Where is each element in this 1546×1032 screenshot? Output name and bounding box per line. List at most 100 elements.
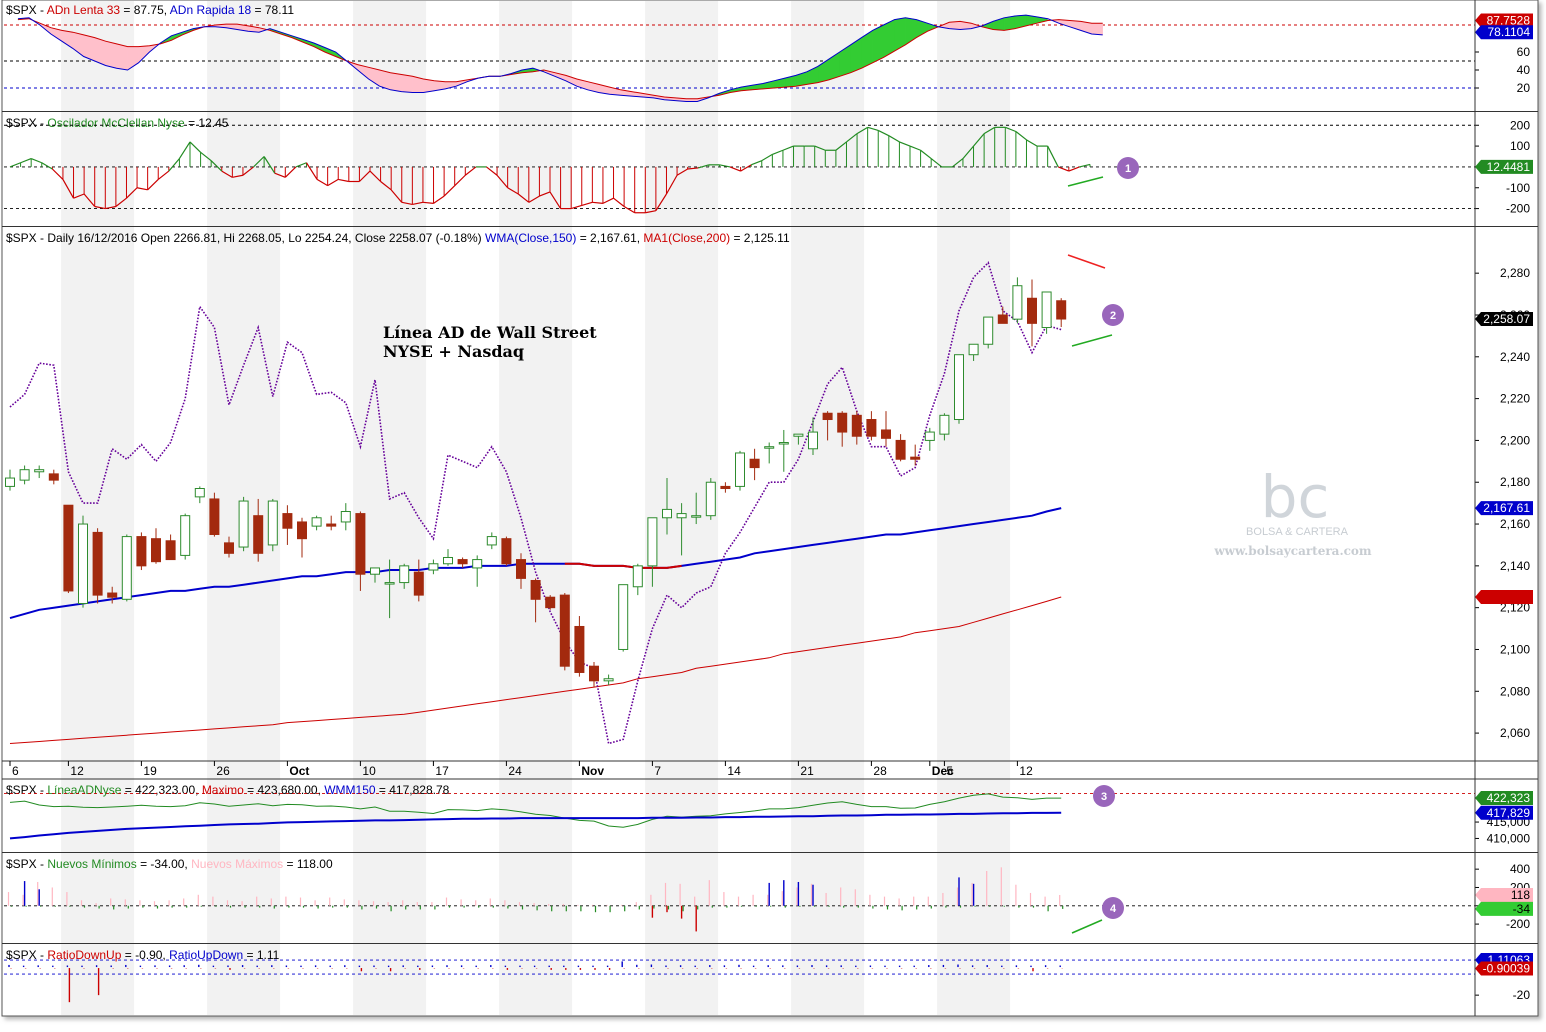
x-tick-label: Dec — [932, 764, 954, 778]
x-tick-label: 19 — [143, 764, 157, 778]
mcclellan-line — [909, 145, 921, 151]
candle-body — [457, 559, 468, 565]
title-part: WMM150 — [324, 783, 376, 797]
title-part: = -34.00, — [137, 857, 191, 871]
mcclellan-line — [687, 167, 699, 170]
title-part: Nuevos Mínimos — [47, 857, 136, 871]
y-tick-label: -200 — [1506, 202, 1530, 216]
candle-body — [924, 431, 935, 441]
badge-4-label: 4 — [1110, 903, 1117, 915]
candle-body — [92, 531, 103, 596]
last-value-marker — [1475, 901, 1533, 916]
candle-body — [282, 513, 293, 529]
trend-line-price-bottom — [1071, 334, 1113, 347]
mcclellan-line — [200, 151, 212, 162]
mcclellan-line — [930, 158, 943, 168]
mcclellan-line — [1068, 166, 1080, 172]
mcclellan-line — [517, 193, 530, 203]
y-tick-label: 2,120 — [1500, 601, 1530, 615]
title-part: Maximo — [202, 783, 244, 797]
mcclellan-line — [443, 185, 456, 197]
title-part: $SPX - — [6, 948, 47, 962]
week-band — [353, 1, 427, 1015]
mcclellan-line — [380, 181, 392, 191]
y-tick-label: -200 — [1506, 917, 1530, 931]
candle-body — [209, 498, 220, 535]
x-tick-label: 26 — [216, 764, 230, 778]
annotation-line-1: Línea AD de Wall Street — [383, 323, 597, 342]
mcclellan-line — [549, 191, 562, 209]
candle-body — [866, 419, 877, 437]
last-value-label: 422,323 — [1487, 791, 1531, 805]
wma-150-highlight — [564, 562, 682, 569]
watermark: bc BOLSA & CARTERA www.bolsaycartera.com — [1213, 463, 1372, 558]
mcclellan-line — [1047, 145, 1059, 168]
candle-body — [224, 542, 234, 554]
title-part: ADn Rapida 18 — [170, 3, 252, 17]
x-tick-label: 24 — [508, 764, 522, 778]
watermark-name: BOLSA & CARTERA — [1246, 526, 1349, 538]
trend-line-mcclellan — [1067, 176, 1104, 187]
mcclellan-line — [105, 205, 116, 210]
x-tick-label: 12 — [70, 764, 84, 778]
mcclellan-line — [962, 145, 974, 159]
mcclellan-line — [698, 164, 709, 169]
candle-body — [676, 513, 687, 519]
candle-body — [78, 523, 88, 604]
candle-body — [851, 414, 862, 437]
mcclellan-line — [613, 197, 625, 207]
candle-body — [311, 517, 322, 527]
badge-3-label: 3 — [1101, 791, 1107, 803]
adn-series-line — [17, 14, 1103, 102]
mcclellan-line — [73, 193, 85, 199]
mcclellan-line — [719, 164, 731, 168]
y-tick-label: 2,280 — [1500, 266, 1530, 280]
candle-body — [1056, 300, 1067, 320]
mcclellan-line — [1015, 131, 1027, 141]
mcclellan-line — [623, 205, 636, 214]
mcclellan-line — [305, 162, 318, 180]
mcclellan-line — [253, 156, 265, 168]
candle-body — [486, 536, 497, 546]
last-value-label: 78.1104 — [1488, 25, 1531, 39]
candle-body — [151, 538, 161, 563]
candle-body — [735, 452, 745, 487]
candle-body — [370, 567, 380, 575]
candle-body — [165, 540, 176, 561]
candle-body — [939, 414, 950, 435]
mcclellan-line — [888, 135, 900, 143]
candle-body — [1041, 291, 1052, 329]
mcclellan-line — [369, 170, 382, 182]
adn-fill-segment — [1003, 15, 1016, 31]
candle-body — [399, 565, 410, 584]
title-part: = 2,167.61, — [576, 231, 643, 245]
title-part: = 87.75, — [120, 3, 170, 17]
last-value-label: 87.7528 — [1487, 14, 1531, 28]
candle-body — [618, 584, 629, 650]
y-tick-label: 2,200 — [1500, 433, 1530, 447]
mcclellan-line — [846, 133, 858, 143]
title-part: $SPX - Daily 16/12/2016 Open 2266.81, Hi… — [6, 231, 485, 245]
candle-body — [516, 559, 526, 579]
title-part: $SPX - — [6, 783, 47, 797]
title-part: Nuevos Máximos — [191, 857, 283, 871]
last-value-marker — [1475, 13, 1533, 28]
mcclellan-line — [602, 197, 614, 204]
title-part: $SPX - — [6, 857, 47, 871]
mcclellan-line — [41, 162, 53, 170]
candle-body — [954, 354, 964, 421]
title-part: = 78.11 — [251, 3, 294, 17]
candle-body — [384, 582, 395, 585]
x-tick-label: 5 — [946, 764, 953, 778]
watermark-url: www.bolsaycartera.com — [1213, 544, 1372, 558]
mcclellan-line — [157, 170, 170, 180]
mcclellan-line — [136, 187, 148, 191]
mcclellan-line — [920, 149, 932, 160]
adn-fill-segment — [390, 72, 402, 92]
last-value-marker — [1475, 961, 1533, 976]
mcclellan-line — [655, 193, 667, 211]
last-value-marker — [1475, 501, 1533, 516]
candle-body — [297, 521, 307, 540]
x-tick-label: 17 — [435, 764, 449, 778]
